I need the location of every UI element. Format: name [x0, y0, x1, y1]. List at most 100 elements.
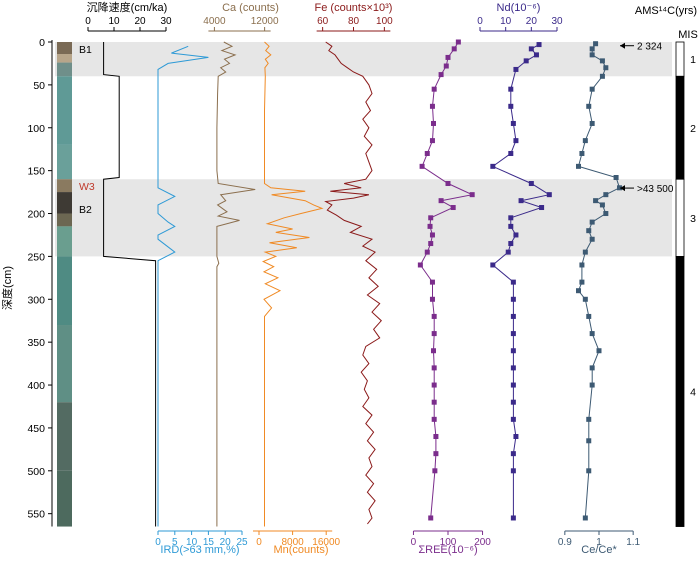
data-point-ree — [432, 468, 438, 474]
age-arrow-head — [620, 185, 625, 192]
core-segment — [57, 470, 72, 527]
data-point-ce — [586, 228, 592, 234]
tick-label-nd: 0 — [477, 16, 483, 27]
core-segment — [57, 226, 72, 257]
data-point-ree — [431, 382, 437, 388]
data-point-nd — [539, 205, 545, 211]
data-point-ce — [586, 416, 592, 422]
mis-stage-label: 4 — [690, 386, 696, 398]
data-point-ree — [451, 46, 457, 52]
data-point-nd — [513, 433, 519, 439]
mis-stage-block — [675, 75, 685, 180]
data-point-ce — [589, 382, 595, 388]
core-segment — [57, 62, 72, 77]
axis-title-ce: Ce/Ce* — [581, 544, 617, 556]
data-point-ce — [579, 279, 585, 285]
tick-label-mn: 16000 — [312, 537, 340, 548]
data-point-ree — [433, 451, 439, 457]
data-point-ree — [438, 72, 444, 78]
tick-label-ca: 4000 — [203, 16, 226, 27]
mis-column: MIS 1 2 3 4 — [675, 29, 698, 527]
data-point-ce — [603, 65, 609, 71]
ams-title: AMS¹⁴C(yrs) — [635, 5, 697, 17]
depth-tick-label: 400 — [27, 380, 45, 392]
data-point-ree — [429, 138, 435, 144]
depth-tick-label: 550 — [27, 509, 45, 521]
tick-label-ird: 10 — [186, 537, 198, 548]
data-point-ree — [455, 39, 461, 45]
mis-stage-block — [675, 255, 685, 527]
data-point-ce — [589, 365, 595, 371]
data-point-nd — [490, 262, 496, 268]
stage-bands — [55, 42, 672, 257]
data-point-ree — [433, 433, 439, 439]
depth-tick-label: 50 — [33, 80, 45, 92]
data-point-ree — [417, 262, 423, 268]
data-point-ree — [469, 192, 475, 198]
data-point-ree — [431, 86, 437, 92]
axis-title-nd: Nd(10⁻⁶) — [497, 2, 541, 14]
core-segment — [57, 54, 72, 63]
data-point-nd — [508, 241, 514, 247]
data-point-nd — [490, 163, 496, 169]
data-point-ce — [582, 249, 588, 255]
data-point-ree — [429, 103, 435, 109]
tick-label-ce: 1.1 — [626, 537, 640, 548]
data-point-ree — [430, 348, 436, 354]
data-point-nd — [528, 46, 534, 52]
data-point-ce — [586, 438, 592, 444]
band-2 — [55, 179, 672, 257]
depth-tick-label: 200 — [27, 209, 45, 221]
axis-title-sed_rate: 沉降速度(cm/ka) — [87, 0, 168, 14]
data-point-ce — [589, 86, 595, 92]
data-point-ree — [428, 215, 434, 221]
data-point-ree — [429, 232, 435, 238]
axis-title-mn: Mn(counts) — [273, 544, 328, 556]
data-point-ce — [582, 138, 588, 144]
data-point-ree — [430, 120, 436, 126]
mis-stage-label: 1 — [690, 54, 696, 66]
data-point-ree — [431, 313, 437, 319]
core-label: B1 — [79, 44, 92, 56]
data-point-ce — [613, 175, 619, 181]
data-point-ree — [445, 181, 451, 187]
tick-label-ird: 20 — [220, 537, 232, 548]
data-point-nd — [508, 215, 514, 221]
tick-label-fe: 60 — [317, 16, 329, 27]
data-point-ce — [586, 103, 592, 109]
tick-label-sed_rate: 20 — [134, 16, 146, 27]
data-point-nd — [523, 58, 529, 64]
axis-title-ree: ΣREE(10⁻⁶) — [418, 544, 477, 556]
tick-label-ree: 200 — [474, 537, 491, 548]
depth-tick-label: 150 — [27, 166, 45, 178]
data-point-ree — [424, 249, 430, 255]
tick-label-ree: 0 — [411, 537, 417, 548]
data-point-nd — [508, 86, 514, 92]
mis-stage-label: 2 — [690, 123, 696, 135]
depth-tick-label: 450 — [27, 423, 45, 435]
data-point-nd — [518, 198, 524, 204]
data-point-ce — [603, 211, 609, 217]
data-point-ree — [450, 205, 456, 211]
data-point-nd — [510, 296, 516, 302]
panel-ce: 0.9 1 1.1 Ce/Ce* — [558, 41, 641, 556]
data-point-ree — [419, 163, 425, 169]
core-segment — [57, 325, 72, 403]
core-segment — [57, 402, 72, 471]
depth-tick-label: 0 — [39, 37, 45, 49]
tick-label-sed_rate: 30 — [160, 16, 172, 27]
data-point-nd — [510, 515, 516, 521]
data-point-nd — [510, 416, 516, 422]
series-line-ree — [419, 41, 474, 519]
data-point-ce — [599, 58, 605, 64]
mis-title: MIS — [678, 29, 698, 41]
data-point-ce — [603, 192, 609, 198]
data-point-nd — [546, 192, 552, 198]
series-line-fe — [324, 41, 383, 525]
data-point-nd — [510, 348, 516, 354]
data-point-ce — [617, 185, 622, 191]
depth-axis: 0 50 100 150 200 250 300 350 400 450 500 550 — [27, 37, 53, 527]
series-line-ird — [157, 45, 209, 527]
